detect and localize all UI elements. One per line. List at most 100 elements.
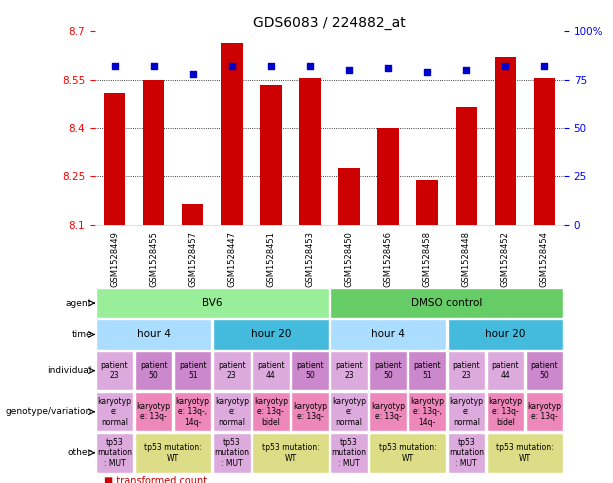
FancyBboxPatch shape [447,319,563,350]
Bar [378,128,399,225]
Text: individual: individual [48,366,92,375]
FancyBboxPatch shape [96,392,133,431]
FancyBboxPatch shape [447,351,485,390]
Bar [104,93,125,225]
Text: tp53 mutation:
WT: tp53 mutation: WT [496,443,554,463]
Text: tp53
mutation
: MUT: tp53 mutation : MUT [449,438,484,468]
FancyBboxPatch shape [174,392,211,431]
Text: tp53 mutation:
WT: tp53 mutation: WT [379,443,436,463]
Text: patient
44: patient 44 [257,361,284,381]
Point [539,62,549,70]
Text: DMSO control: DMSO control [411,298,482,308]
Point [266,62,276,70]
FancyBboxPatch shape [291,351,329,390]
FancyBboxPatch shape [213,319,329,350]
FancyBboxPatch shape [174,351,211,390]
FancyBboxPatch shape [135,351,172,390]
Text: karyotyp
e: 13q-: karyotyp e: 13q- [137,402,170,422]
Text: karyotyp
e:
normal: karyotyp e: normal [332,397,366,426]
FancyBboxPatch shape [135,433,211,472]
Bar [416,180,438,225]
FancyBboxPatch shape [96,433,133,472]
FancyBboxPatch shape [487,351,524,390]
Text: other: other [67,448,92,457]
Text: patient
23: patient 23 [452,361,480,381]
Point [500,62,510,70]
FancyBboxPatch shape [330,351,368,390]
Text: patient
23: patient 23 [218,361,246,381]
Text: patient
50: patient 50 [296,361,324,381]
Bar [455,107,477,225]
Text: genotype/variation: genotype/variation [6,407,92,416]
FancyBboxPatch shape [135,392,172,431]
FancyBboxPatch shape [370,351,407,390]
Text: hour 4: hour 4 [137,329,170,340]
FancyBboxPatch shape [213,392,251,431]
Bar [221,43,243,225]
Point [462,66,471,74]
Text: karyotyp
e: 13q-,
14q-: karyotyp e: 13q-, 14q- [410,397,444,426]
FancyBboxPatch shape [252,392,289,431]
FancyBboxPatch shape [408,351,446,390]
FancyBboxPatch shape [96,319,211,350]
FancyBboxPatch shape [447,433,485,472]
Bar [534,78,555,225]
Text: patient
51: patient 51 [413,361,441,381]
Text: patient
23: patient 23 [101,361,128,381]
Text: patient
50: patient 50 [140,361,167,381]
FancyBboxPatch shape [96,351,133,390]
Text: patient
50: patient 50 [531,361,558,381]
FancyBboxPatch shape [330,392,368,431]
Text: tp53 mutation:
WT: tp53 mutation: WT [144,443,202,463]
Text: tp53
mutation
: MUT: tp53 mutation : MUT [215,438,249,468]
Bar [299,78,321,225]
Text: BV6: BV6 [202,298,223,308]
Text: patient
51: patient 51 [179,361,207,381]
Point [149,62,159,70]
FancyBboxPatch shape [526,351,563,390]
FancyBboxPatch shape [96,288,329,318]
FancyBboxPatch shape [330,319,446,350]
Text: agent: agent [66,298,92,308]
FancyBboxPatch shape [487,392,524,431]
FancyBboxPatch shape [213,351,251,390]
Bar [260,85,281,225]
FancyBboxPatch shape [487,433,563,472]
Text: hour 4: hour 4 [371,329,405,340]
Point [422,68,432,76]
FancyBboxPatch shape [370,392,407,431]
FancyBboxPatch shape [526,392,563,431]
Point [110,62,120,70]
FancyBboxPatch shape [291,392,329,431]
Point [383,64,393,72]
Text: hour 20: hour 20 [485,329,525,340]
Text: hour 20: hour 20 [251,329,291,340]
Text: tp53 mutation:
WT: tp53 mutation: WT [262,443,319,463]
Text: patient
50: patient 50 [375,361,402,381]
Text: karyotyp
e: 13q-,
14q-: karyotyp e: 13q-, 14q- [176,397,210,426]
FancyBboxPatch shape [330,433,368,472]
Text: karyotyp
e: 13q-: karyotyp e: 13q- [527,402,562,422]
FancyBboxPatch shape [408,392,446,431]
Text: patient
44: patient 44 [492,361,519,381]
Text: tp53
mutation
: MUT: tp53 mutation : MUT [97,438,132,468]
Point [305,62,315,70]
Bar [182,204,204,225]
Text: karyotyp
e:
normal: karyotyp e: normal [97,397,132,426]
Bar [495,57,516,225]
Text: karyotyp
e: 13q-
bidel: karyotyp e: 13q- bidel [254,397,288,426]
Point [227,62,237,70]
Text: karyotyp
e: 13q-: karyotyp e: 13q- [371,402,405,422]
FancyBboxPatch shape [370,433,446,472]
Point [188,70,197,78]
Text: karyotyp
e: 13q-: karyotyp e: 13q- [293,402,327,422]
Text: patient
23: patient 23 [335,361,363,381]
FancyBboxPatch shape [252,433,329,472]
FancyBboxPatch shape [213,433,251,472]
Text: karyotyp
e:
normal: karyotyp e: normal [449,397,483,426]
Title: GDS6083 / 224882_at: GDS6083 / 224882_at [253,16,406,30]
Text: time: time [71,330,92,339]
Text: tp53
mutation
: MUT: tp53 mutation : MUT [332,438,367,468]
FancyBboxPatch shape [447,392,485,431]
FancyBboxPatch shape [252,351,289,390]
